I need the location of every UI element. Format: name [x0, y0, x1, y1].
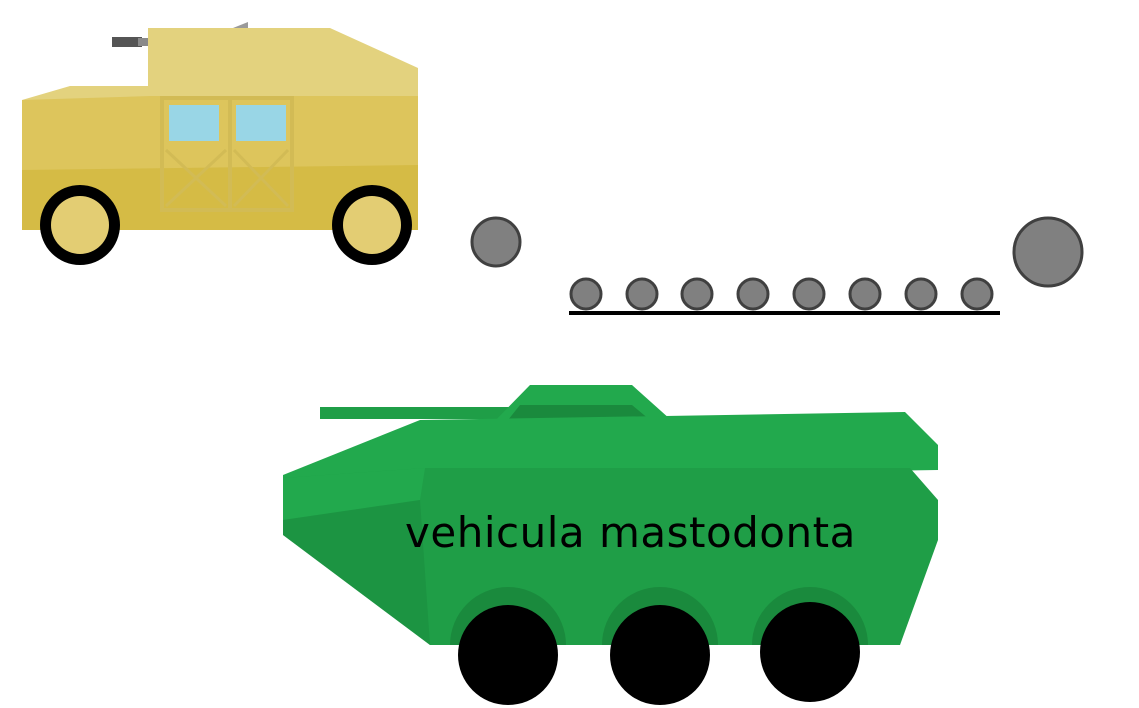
apc-wheel	[458, 605, 558, 705]
humvee[interactable]	[22, 22, 418, 265]
cannon-barrel	[320, 407, 530, 419]
small-ball	[569, 277, 603, 311]
cannonball	[470, 216, 522, 268]
hull-lower	[283, 500, 430, 645]
projectiles	[470, 216, 1084, 315]
ball-row	[569, 277, 1000, 315]
cannonball	[1012, 216, 1084, 288]
humvee-wheel-front	[40, 185, 120, 265]
hull-side-panel	[283, 468, 425, 520]
small-ball	[736, 277, 770, 311]
apc-wheel	[760, 602, 860, 702]
small-ball	[848, 277, 882, 311]
humvee-window	[169, 105, 219, 141]
small-ball	[904, 277, 938, 311]
humvee-wheel-rear	[332, 185, 412, 265]
vehicle-label: vehicula mastodonta	[405, 508, 856, 557]
small-ball	[625, 277, 659, 311]
humvee-window	[236, 105, 286, 141]
apc-wheel	[610, 605, 710, 705]
small-ball	[960, 277, 994, 311]
small-ball	[680, 277, 714, 311]
ball-track	[569, 311, 1000, 315]
small-ball	[792, 277, 826, 311]
armored-vehicle[interactable]	[283, 385, 938, 705]
hull-top	[283, 412, 938, 480]
humvee-lower-panel	[22, 165, 418, 230]
